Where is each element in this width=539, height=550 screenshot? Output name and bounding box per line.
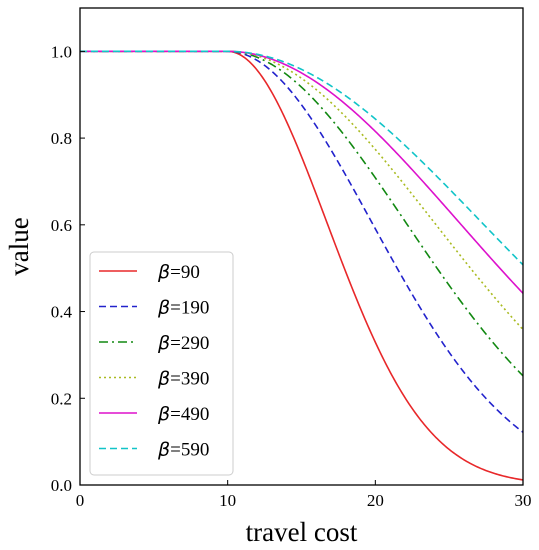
series-line-6 xyxy=(80,50,524,266)
legend-label-value: =390 xyxy=(170,369,209,390)
x-axis-label: travel cost xyxy=(246,517,358,547)
y-tick-label: 1.0 xyxy=(51,42,72,61)
legend-label: β=290 xyxy=(157,332,209,354)
legend-label: β=190 xyxy=(157,297,209,319)
x-axis: 0 10 20 30 xyxy=(76,480,532,510)
x-tick-label: 10 xyxy=(219,491,236,510)
y-tick-label: 0.8 xyxy=(51,129,72,148)
series-line-3 xyxy=(80,50,524,377)
plot-lines xyxy=(80,50,524,481)
plot-frame xyxy=(79,7,524,486)
y-axis-label: value xyxy=(4,217,34,275)
legend-label-value: =290 xyxy=(170,333,209,354)
y-tick-label: 0.2 xyxy=(51,389,72,408)
y-tick-label: 0.0 xyxy=(51,476,72,495)
legend-label: β=490 xyxy=(157,403,209,425)
legend-label: β=90 xyxy=(157,261,200,283)
y-tick-label: 0.4 xyxy=(51,303,73,322)
legend-label-symbol: β xyxy=(157,439,170,461)
y-tick-label: 0.6 xyxy=(51,216,72,235)
legend-label-symbol: β xyxy=(157,332,170,354)
y-axis: 0.0 0.2 0.4 0.6 0.8 1.0 xyxy=(51,42,85,495)
x-tick-label: 20 xyxy=(367,491,384,510)
series-line-5 xyxy=(80,50,524,294)
series-line-2 xyxy=(80,50,524,433)
legend-label-value: =90 xyxy=(170,262,200,283)
x-tick-label: 30 xyxy=(515,491,532,510)
legend-label-value: =490 xyxy=(170,404,209,425)
legend-label-symbol: β xyxy=(157,403,170,425)
legend-label: β=390 xyxy=(157,368,209,390)
legend-label-symbol: β xyxy=(157,297,170,319)
x-tick-label: 0 xyxy=(76,491,85,510)
legend-label-value: =190 xyxy=(170,298,209,319)
legend-label-symbol: β xyxy=(157,261,170,283)
legend-label: β=590 xyxy=(157,439,209,461)
legend-label-value: =590 xyxy=(170,440,209,461)
legend-label-symbol: β xyxy=(157,368,170,390)
legend-box xyxy=(89,251,234,476)
